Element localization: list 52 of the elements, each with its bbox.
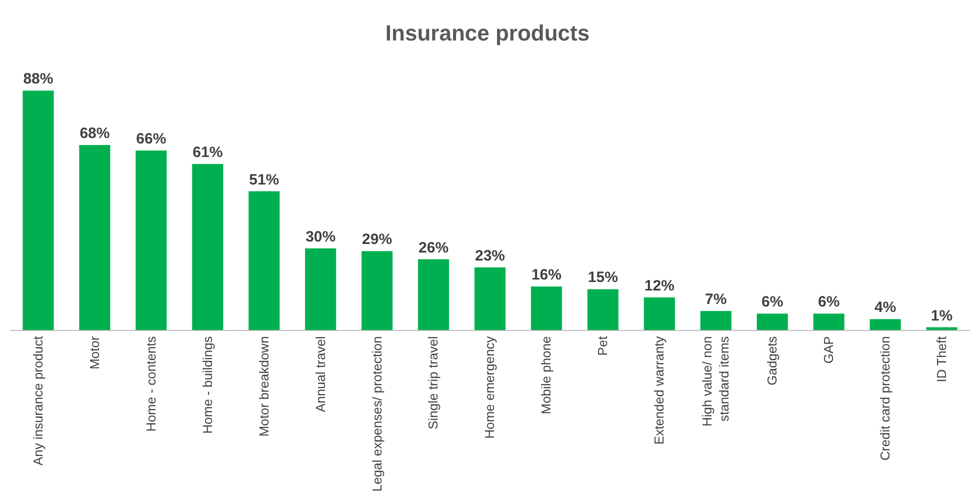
bar [136, 150, 167, 330]
data-label: 29% [362, 231, 392, 248]
x-tick-label: Extended warranty [652, 336, 667, 445]
data-label: 12% [644, 277, 674, 294]
data-label: 51% [249, 171, 280, 188]
bar [926, 327, 958, 330]
data-label: 26% [418, 239, 449, 256]
x-tick-label: ID Theft [934, 336, 949, 382]
data-label: 68% [80, 125, 110, 142]
data-label: 30% [306, 228, 336, 246]
data-label: 15% [588, 269, 618, 286]
x-tick-label: Single trip travel [426, 336, 441, 430]
data-label: 1% [930, 307, 953, 324]
bar [474, 267, 506, 330]
bar [587, 289, 618, 330]
data-label: 7% [705, 290, 727, 308]
bar [79, 145, 110, 330]
bar [248, 191, 280, 330]
bar [813, 314, 844, 330]
bar [870, 319, 901, 330]
x-tick-label: Credit card protection [878, 336, 893, 460]
data-label: 6% [762, 294, 784, 311]
data-label: 66% [136, 130, 166, 148]
data-label: 23% [474, 247, 506, 264]
x-tick-label: Motor breakdown [256, 336, 272, 437]
x-tick-label: Any insurance product [30, 336, 46, 466]
bar [362, 251, 393, 330]
bar [192, 164, 224, 330]
x-tick-label: High value/ non standard items [700, 336, 732, 427]
bar [700, 310, 732, 330]
x-tick-label: GAP [821, 336, 836, 364]
x-tick-label: Home - contents [143, 336, 158, 432]
x-tick-label: Pet [595, 336, 610, 356]
x-tick-label: Gadgets [764, 336, 780, 386]
data-label: 6% [818, 294, 840, 311]
x-tick-label: Mobile phone [538, 336, 554, 414]
bar [418, 259, 450, 330]
x-tick-label: Legal expenses/ protection [369, 336, 384, 492]
bar [22, 90, 54, 330]
x-tick-label: Home emergency [482, 336, 498, 439]
x-tick-label: Motor [86, 336, 102, 370]
x-tick-label: Annual travel [312, 336, 328, 412]
data-label: 88% [23, 70, 54, 88]
chart-title: Insurance products [385, 20, 590, 46]
bar [756, 314, 788, 330]
bar [530, 286, 562, 330]
data-label: 4% [874, 299, 896, 316]
data-label: 61% [192, 144, 223, 162]
data-label: 16% [531, 266, 562, 284]
bar [644, 297, 675, 330]
bar [305, 248, 336, 330]
x-tick-label: Home - buildings [200, 336, 215, 434]
